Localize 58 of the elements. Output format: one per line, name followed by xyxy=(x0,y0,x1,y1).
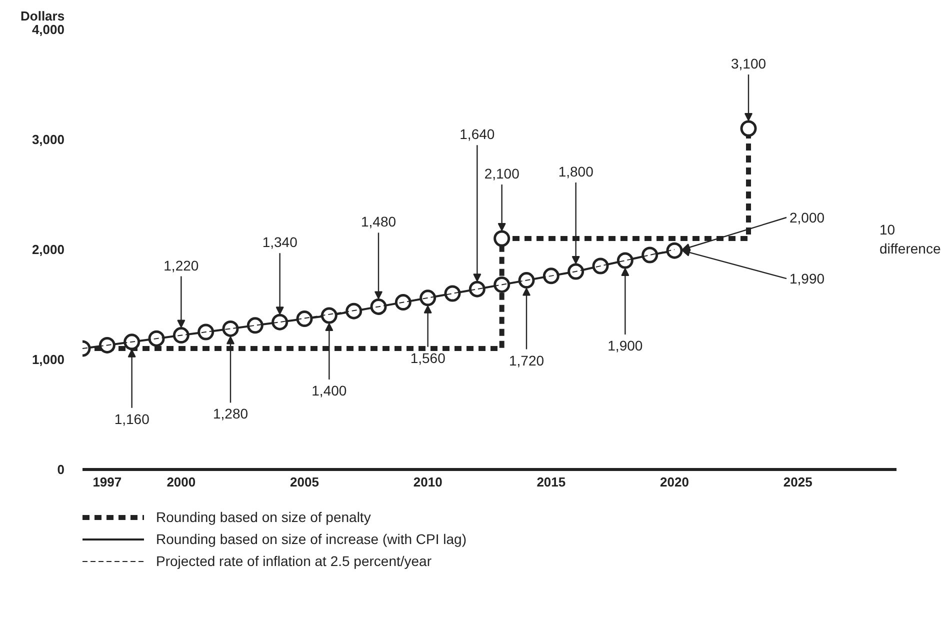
x-tick-label: 2025 xyxy=(783,474,812,490)
point xyxy=(222,320,239,337)
point xyxy=(296,310,313,328)
y-tick-label: 3,000 xyxy=(32,132,65,147)
annotation: 1,280 xyxy=(212,406,248,422)
x-tick-label: 2010 xyxy=(413,474,442,490)
point xyxy=(542,268,560,284)
point xyxy=(148,330,165,347)
annotation: 1,160 xyxy=(114,410,150,427)
point xyxy=(198,324,214,340)
point xyxy=(394,294,412,311)
y-tick-label: 1,000 xyxy=(32,352,65,367)
point xyxy=(568,263,584,280)
annotation: 2,100 xyxy=(484,166,520,182)
point xyxy=(98,336,116,354)
point xyxy=(494,276,510,293)
annotation: 3,100 xyxy=(730,56,766,72)
x-tick-label: 1997 xyxy=(92,474,122,490)
x-tick-label: 2015 xyxy=(536,474,566,490)
legend-label: Rounding based on size of increase (with CPI lag) xyxy=(156,531,467,547)
annotation: 1,480 xyxy=(360,214,396,230)
point xyxy=(444,285,461,302)
point xyxy=(370,298,387,315)
point xyxy=(666,242,683,259)
point xyxy=(468,280,486,298)
point xyxy=(246,317,264,334)
point xyxy=(616,252,634,269)
annotation: 1,640 xyxy=(460,126,495,142)
annotation: 10 difference xyxy=(880,222,941,257)
x-tick-label: 2020 xyxy=(660,474,689,490)
legend-label: Rounding based on size of penalty xyxy=(156,509,371,525)
point xyxy=(518,272,535,289)
x-tick-label: 2000 xyxy=(166,474,196,490)
point xyxy=(124,334,140,350)
legend-label: Projected rate of inflation at 2.5 percent/year xyxy=(156,553,432,569)
annotation: 2,000 xyxy=(790,210,825,226)
point xyxy=(172,327,190,344)
y-tick-label: 4,000 xyxy=(32,22,65,37)
annotation: 1,800 xyxy=(558,164,594,180)
point xyxy=(642,246,658,264)
annotation: 1,720 xyxy=(508,352,544,368)
y-tick-label: 0 xyxy=(57,462,65,477)
x-tick-label: 2005 xyxy=(290,474,319,490)
point xyxy=(494,230,510,247)
point xyxy=(740,120,757,137)
point xyxy=(272,314,288,330)
annotation: 1,220 xyxy=(164,257,199,274)
point xyxy=(592,258,609,274)
y-tick-label: 2,000 xyxy=(32,242,65,257)
point xyxy=(320,307,338,324)
annotation: 1,990 xyxy=(790,270,825,287)
y-axis-title: Dollars xyxy=(20,8,65,24)
point xyxy=(420,290,436,306)
annotation: 1,400 xyxy=(312,382,347,398)
annotation: 1,560 xyxy=(410,350,446,366)
annotation: 1,900 xyxy=(608,338,643,354)
annotation: 1,340 xyxy=(262,234,298,250)
point xyxy=(346,302,362,320)
